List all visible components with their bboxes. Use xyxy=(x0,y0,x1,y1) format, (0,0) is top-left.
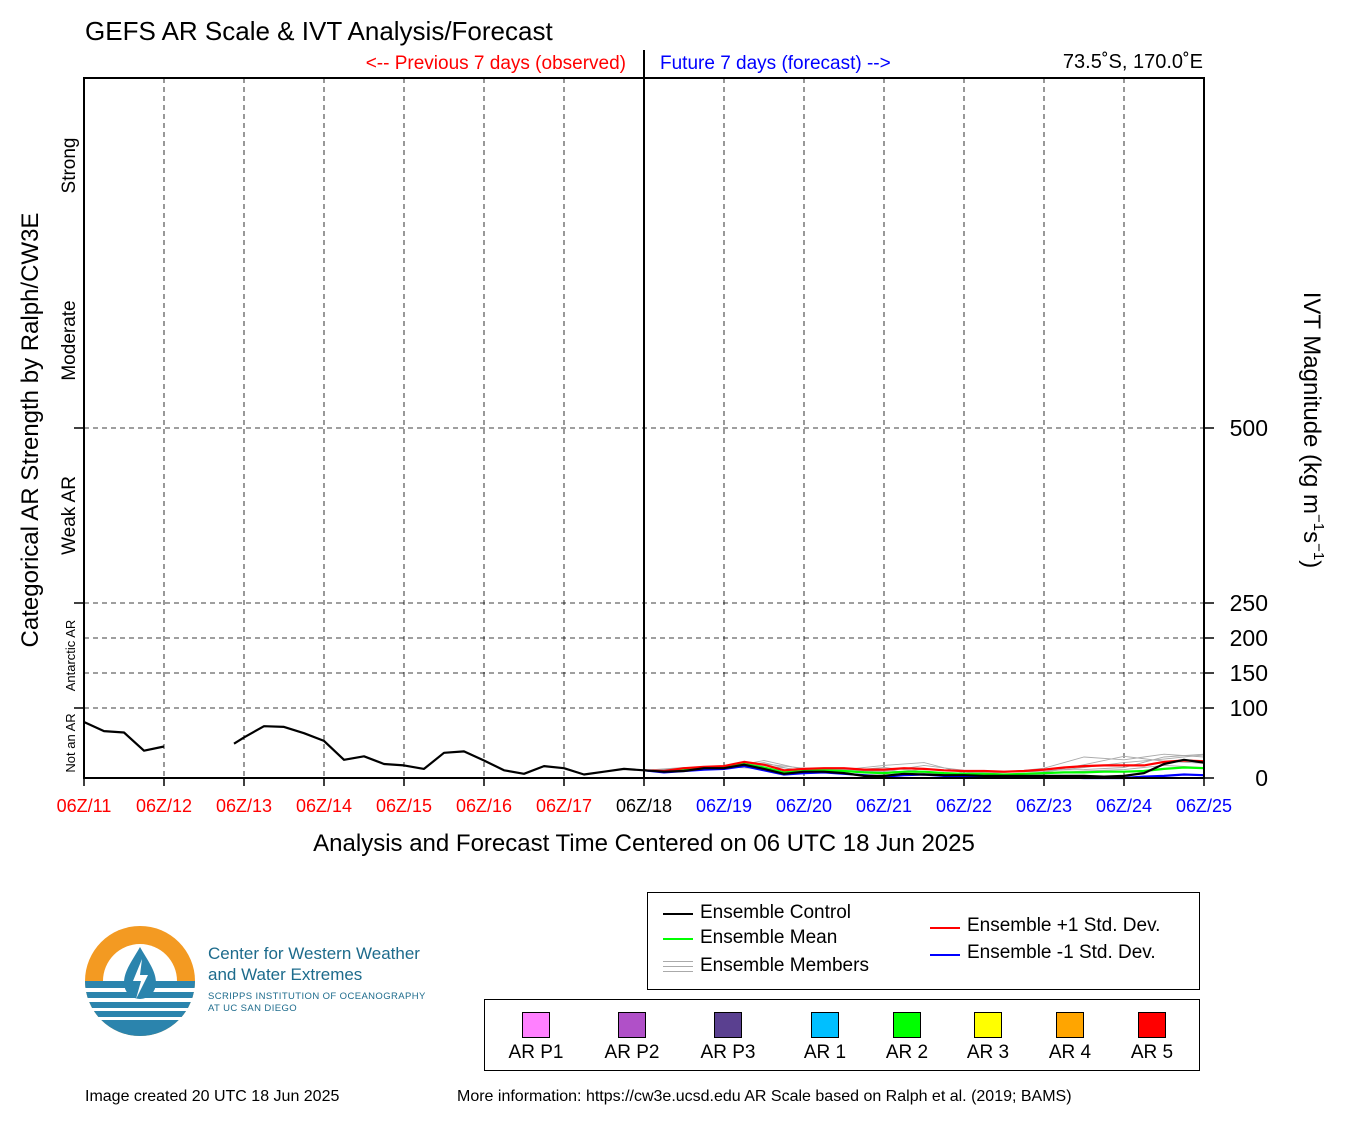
category-ar-p2: AR P2 xyxy=(592,1012,672,1064)
y-tick-label: 100 xyxy=(1230,695,1268,721)
series-line-ensemble-1-std-dev- xyxy=(643,759,1205,773)
x-tick-label: 06Z/23 xyxy=(1016,796,1072,816)
category-axis-label: Antarctic AR xyxy=(63,620,78,692)
series-line-ensemble-control xyxy=(233,725,1205,778)
legend-mean-label: Ensemble Mean xyxy=(700,927,838,948)
cw3e-logo: Center for Western Weather and Water Ext… xyxy=(84,925,484,1040)
x-tick-label: 06Z/19 xyxy=(696,796,752,816)
x-axis-title: Analysis and Forecast Time Centered on 0… xyxy=(313,830,975,857)
category-label: AR 3 xyxy=(966,1042,1010,1063)
image-created-text: Image created 20 UTC 18 Jun 2025 xyxy=(85,1088,340,1105)
x-tick-label: 06Z/16 xyxy=(456,796,512,816)
location-label: 73.5˚S, 170.0˚E xyxy=(1063,51,1203,73)
x-tick-label: 06Z/24 xyxy=(1096,796,1152,816)
x-tick-label: 06Z/22 xyxy=(936,796,992,816)
y-axis-right: 0 100 150 200 250 500 xyxy=(74,415,1268,791)
legend-minus-std-swatch xyxy=(930,954,960,956)
category-ar-4: AR 4 xyxy=(1030,1012,1110,1064)
y-tick-label: 150 xyxy=(1230,660,1268,686)
legend-control-swatch xyxy=(663,913,693,915)
previous-days-label: <-- Previous 7 days (observed) xyxy=(366,53,626,74)
category-axis-label: Moderate xyxy=(59,300,80,380)
series-lines xyxy=(83,720,1205,780)
category-labels: Not an AR Antarctic AR Weak AR Moderate Stro… xyxy=(59,138,80,773)
future-days-label: Future 7 days (forecast) --> xyxy=(660,53,891,74)
category-label: AR 4 xyxy=(1048,1042,1092,1063)
x-tick-label: 06Z/17 xyxy=(536,796,592,816)
ar-category-legend: AR P1 AR P2 AR P3 AR 1 AR 2 AR 3 AR 4 AR… xyxy=(484,999,1200,1071)
category-swatch xyxy=(714,1012,742,1038)
category-label: AR 1 xyxy=(803,1042,847,1063)
category-label: AR 5 xyxy=(1130,1042,1174,1063)
x-tick-label: 06Z/15 xyxy=(376,796,432,816)
series-legend: Ensemble Control Ensemble Mean Ensemble … xyxy=(647,892,1200,990)
logo-line-1: Center for Western Weather xyxy=(208,944,420,963)
logo-line-2: and Water Extremes xyxy=(208,965,363,984)
x-tick-label: 06Z/18 xyxy=(616,796,672,816)
legend-members-swatch-3 xyxy=(663,971,693,972)
logo-title: Center for Western Weather and Water Ext… xyxy=(208,943,420,985)
category-ar-p1: AR P1 xyxy=(496,1012,576,1064)
logo-subtitle: SCRIPPS INSTITUTION OF OCEANOGRAPHY AT U… xyxy=(208,991,426,1015)
y-axis-left-title: Categorical AR Strength by Ralph/CW3E xyxy=(17,213,44,648)
category-swatch xyxy=(811,1012,839,1038)
x-tick-label: 06Z/12 xyxy=(136,796,192,816)
x-tick-label: 06Z/14 xyxy=(296,796,352,816)
category-label: AR P3 xyxy=(700,1042,756,1063)
logo-line-4: AT UC SAN DIEGO xyxy=(208,1003,298,1014)
category-ar-1: AR 1 xyxy=(785,1012,865,1064)
category-swatch xyxy=(618,1012,646,1038)
y-axis-right-title: IVT Magnitude (kg m−1s−1) xyxy=(1298,292,1327,569)
category-swatch xyxy=(893,1012,921,1038)
y-tick-label: 200 xyxy=(1230,625,1268,651)
category-axis-label: Not an AR xyxy=(63,713,78,772)
x-tick-label: 06Z/11 xyxy=(57,796,112,816)
x-tick-label: 06Z/25 xyxy=(1176,796,1232,816)
category-label: AR 2 xyxy=(885,1042,929,1063)
more-information-text: More information: https://cw3e.ucsd.edu … xyxy=(457,1088,1072,1105)
x-tick-label: 06Z/21 xyxy=(856,796,912,816)
category-swatch xyxy=(522,1012,550,1038)
logo-line-3: SCRIPPS INSTITUTION OF OCEANOGRAPHY xyxy=(208,991,426,1002)
cw3e-logo-icon xyxy=(84,926,196,1036)
ensemble-member-line xyxy=(643,754,1205,774)
x-tick-label: 06Z/13 xyxy=(216,796,272,816)
category-ar-p3: AR P3 xyxy=(688,1012,768,1064)
chart-title: GEFS AR Scale & IVT Analysis/Forecast xyxy=(85,16,553,46)
category-ar-3: AR 3 xyxy=(948,1012,1028,1064)
category-axis-label: Weak AR xyxy=(59,476,80,555)
category-swatch xyxy=(1056,1012,1084,1038)
legend-plus-std-swatch xyxy=(930,927,960,929)
ivt-chart: GEFS AR Scale & IVT Analysis/Forecast <-… xyxy=(17,16,1327,857)
legend-minus-std-label: Ensemble -1 Std. Dev. xyxy=(967,942,1156,963)
category-label: AR P1 xyxy=(508,1042,564,1063)
legend-plus-std-label: Ensemble +1 Std. Dev. xyxy=(967,915,1161,936)
category-ar-2: AR 2 xyxy=(867,1012,947,1064)
y-tick-label: 0 xyxy=(1255,765,1268,791)
legend-members-label: Ensemble Members xyxy=(700,955,869,976)
category-axis-label: Strong xyxy=(59,138,80,194)
legend-mean-swatch xyxy=(663,938,693,940)
legend-members-swatch-1 xyxy=(663,961,693,962)
category-label: AR P2 xyxy=(604,1042,660,1063)
x-axis: 06Z/11 06Z/12 06Z/13 06Z/14 06Z/15 06Z/16 06Z/… xyxy=(57,778,1232,816)
category-swatch xyxy=(1138,1012,1166,1038)
y-tick-label: 250 xyxy=(1230,590,1268,616)
x-tick-label: 06Z/20 xyxy=(776,796,832,816)
legend-members-swatch-2 xyxy=(663,966,693,967)
legend-control-label: Ensemble Control xyxy=(700,902,852,923)
y-tick-label: 500 xyxy=(1230,415,1268,441)
series-line-ensemble-control xyxy=(83,720,165,752)
category-swatch xyxy=(974,1012,1002,1038)
category-ar-5: AR 5 xyxy=(1112,1012,1192,1064)
